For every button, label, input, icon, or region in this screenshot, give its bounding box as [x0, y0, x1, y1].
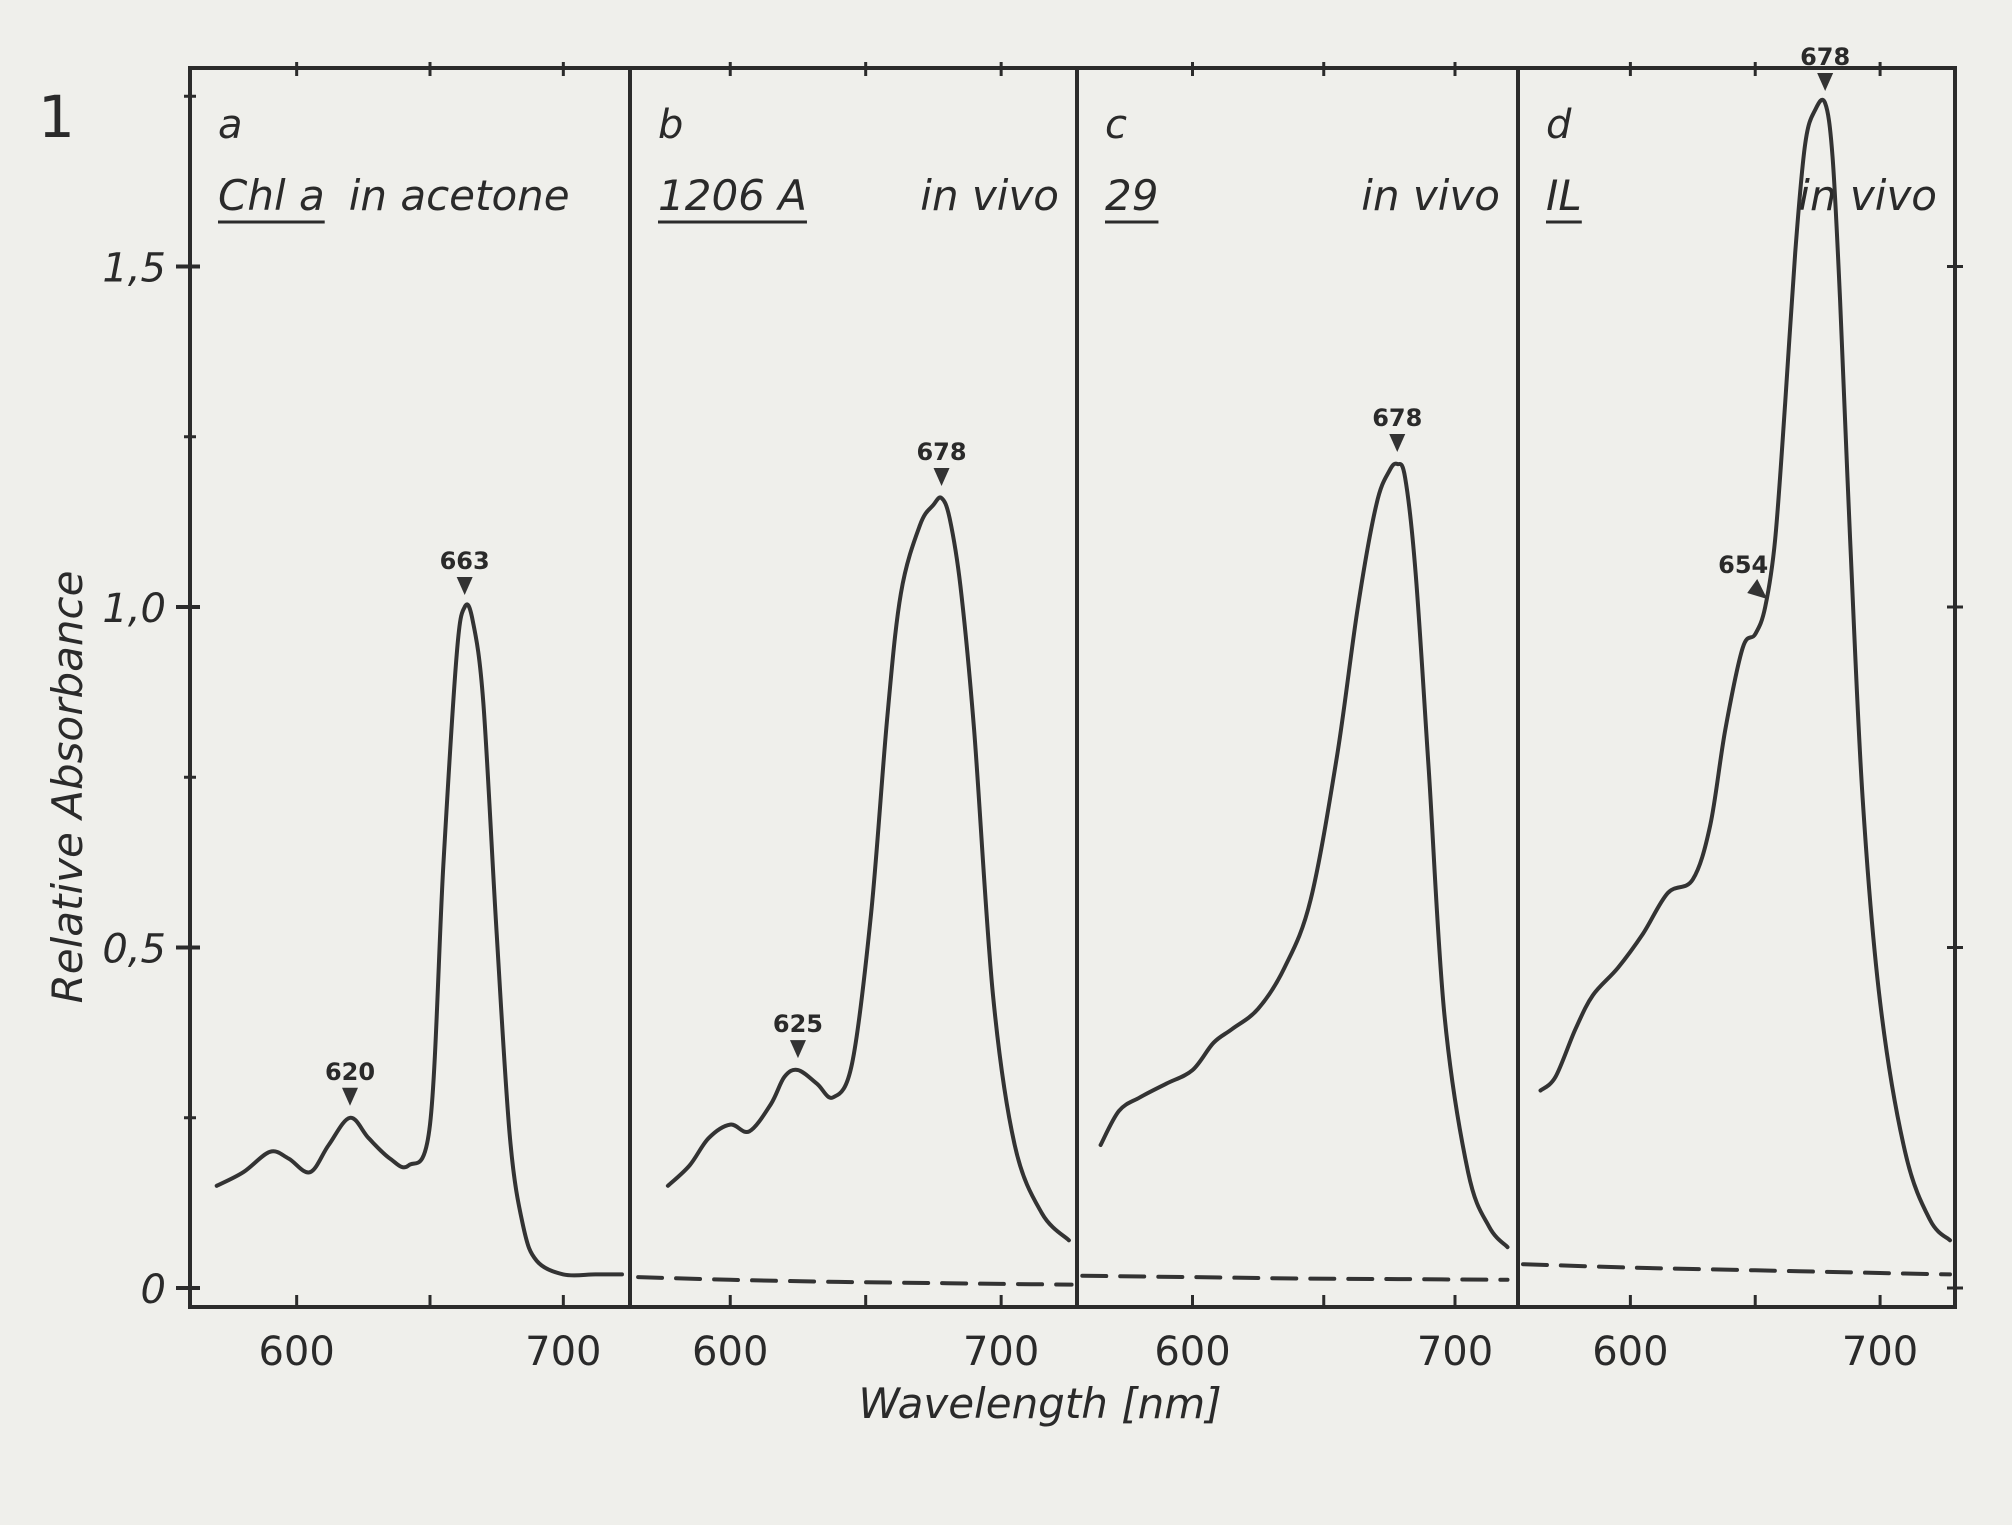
panel-sample-label: IL — [1546, 171, 1582, 220]
absorbance-curve — [214, 602, 624, 1278]
peak-marker — [342, 1087, 358, 1106]
peak-marker — [933, 468, 950, 487]
peak-marker — [1747, 579, 1768, 599]
absorbance-curve — [665, 495, 1071, 1243]
absorbance-curve — [1538, 97, 1952, 1243]
x-tick-label: 700 — [525, 1329, 601, 1375]
plot-area: 0 0,5 1,0 1,5 600 700 a Chl a in acetone 620 663 60… — [102, 43, 1963, 1375]
panel-sample-label: 1206 A — [658, 171, 807, 220]
peak-marker — [1389, 433, 1406, 452]
y-tick-label: 0 — [141, 1267, 166, 1313]
x-tick-label: 600 — [258, 1329, 334, 1375]
panel-condition-label: in acetone — [349, 171, 570, 220]
plot-frame — [188, 66, 1957, 1309]
peak-label: 654 — [1718, 551, 1768, 579]
panel-letter: d — [1546, 102, 1572, 148]
peak-label: 625 — [773, 1010, 823, 1038]
panel-condition-label: in vivo — [1361, 171, 1500, 220]
baseline-dashed-line — [1080, 1273, 1510, 1282]
y-tick-label: 0,5 — [102, 927, 166, 973]
peak-label: 678 — [1800, 43, 1850, 71]
panel-letter: c — [1105, 102, 1127, 148]
x-tick-label: 600 — [1592, 1329, 1668, 1375]
peak-label: 663 — [440, 547, 490, 575]
x-tick-label: 600 — [692, 1329, 768, 1375]
panel-letter: a — [218, 102, 243, 148]
baseline-dashed-line — [1521, 1262, 1952, 1277]
panel-letter: b — [658, 102, 683, 148]
x-tick-label: 700 — [963, 1329, 1039, 1375]
peak-label: 620 — [325, 1058, 375, 1086]
peak-marker — [456, 577, 473, 595]
peak-marker — [789, 1040, 806, 1059]
x-tick-label: 600 — [1154, 1329, 1230, 1375]
y-tick-label: 1,5 — [102, 246, 166, 292]
peak-marker — [1817, 73, 1834, 92]
y-axis-label: Relative Absorbance — [43, 571, 92, 1004]
x-tick-label: 700 — [1417, 1329, 1493, 1375]
x-tick-label: 700 — [1842, 1329, 1918, 1375]
panel-condition-label: in vivo — [1798, 171, 1937, 220]
y-tick-label: 1,0 — [102, 586, 166, 632]
peak-label: 678 — [916, 438, 966, 466]
baseline-dashed-line — [636, 1275, 1074, 1287]
peak-label: 678 — [1372, 404, 1422, 432]
panel-sample-label: Chl a — [218, 171, 325, 220]
panel-condition-label: in vivo — [920, 171, 1059, 220]
panel-sample-label: 29 — [1105, 171, 1158, 220]
x-axis-label: Wavelength [nm] — [858, 1379, 1221, 1428]
absorbance-curve — [1098, 461, 1510, 1250]
figure-number: 1 — [38, 83, 75, 151]
